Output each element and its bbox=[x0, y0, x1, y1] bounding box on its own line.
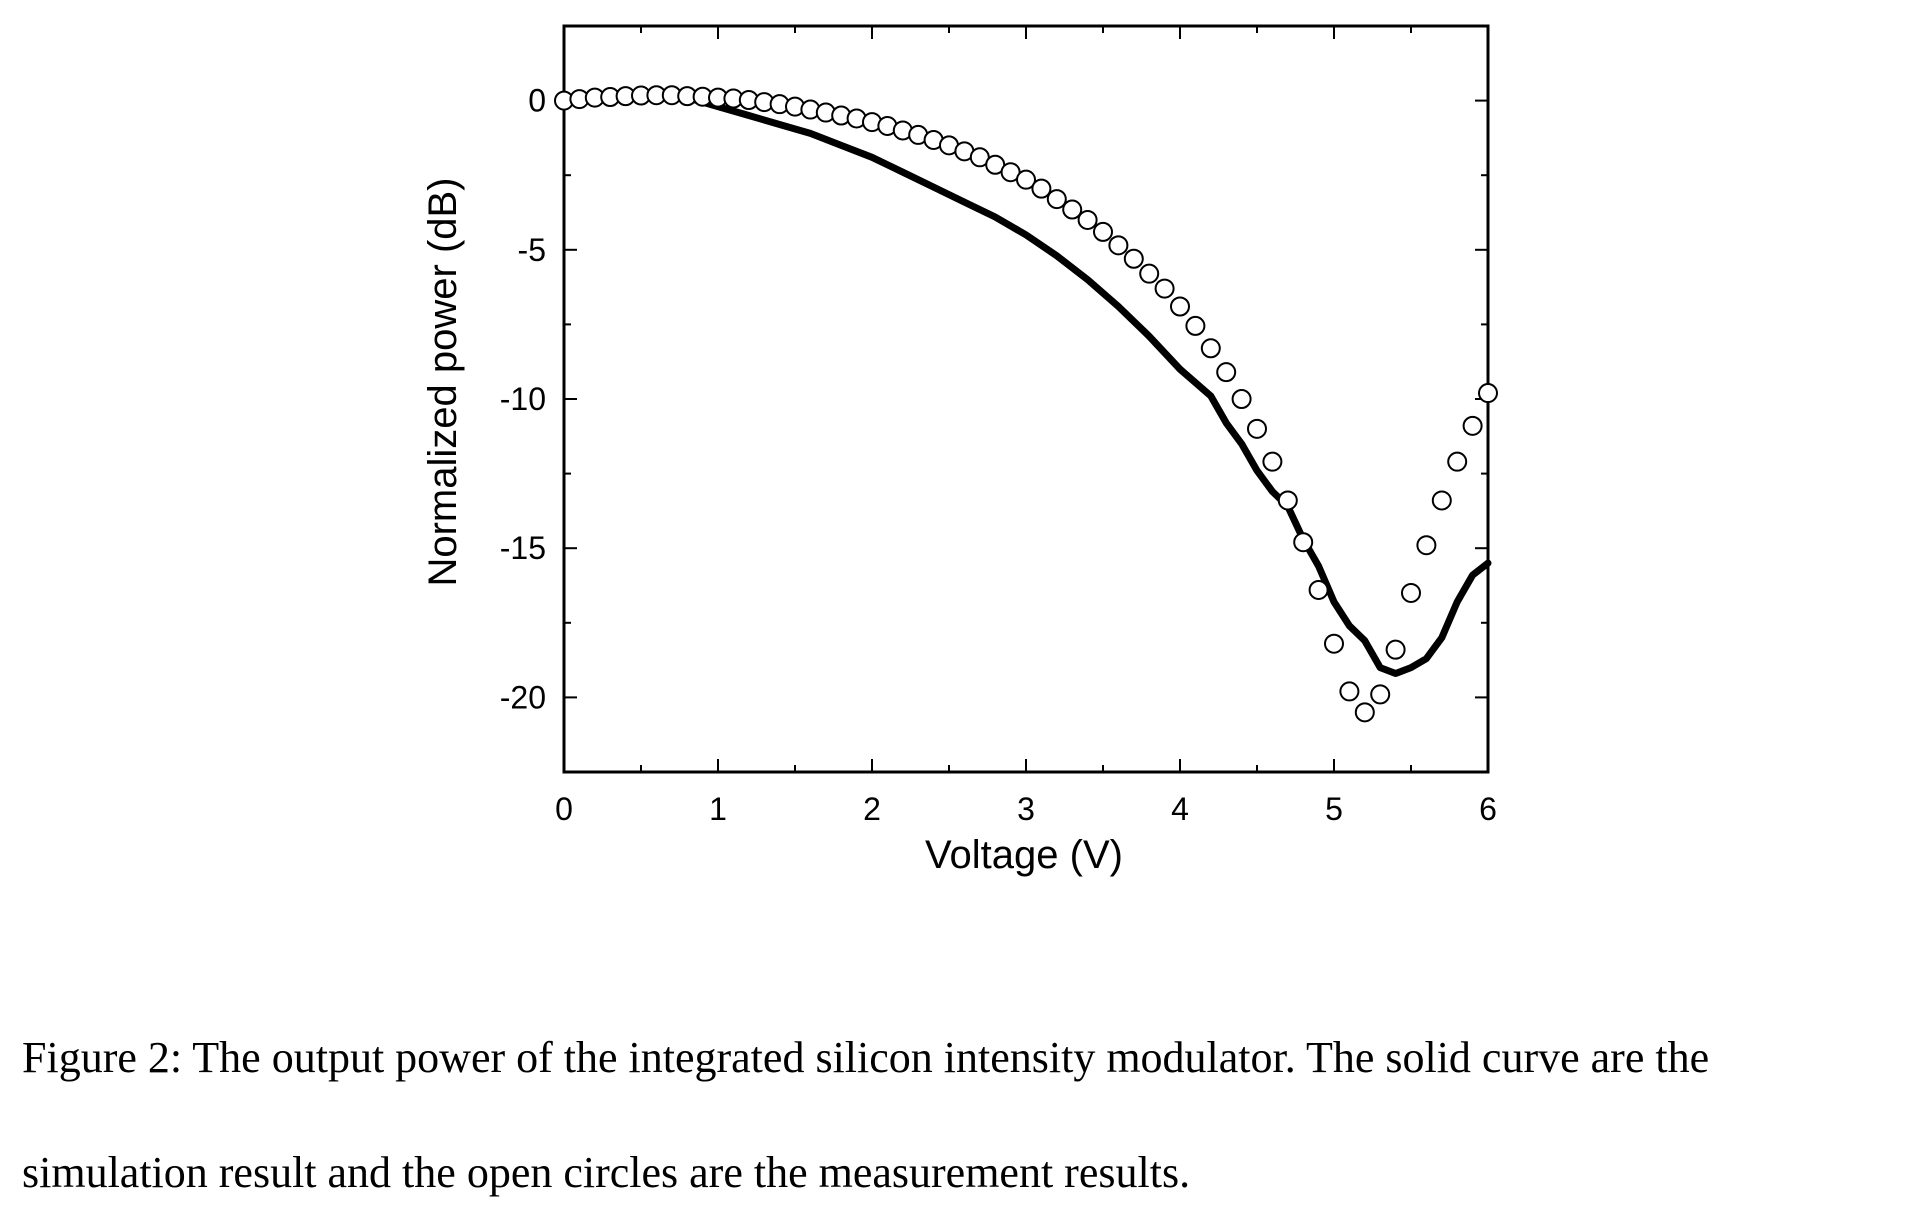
measurement-point bbox=[1139, 263, 1160, 284]
measurement-point bbox=[1339, 681, 1360, 702]
y-tick-label: -20 bbox=[500, 679, 546, 715]
measurement-point bbox=[1200, 338, 1221, 359]
axis-ticks bbox=[563, 26, 1489, 772]
caption-line-1: Figure 2: The output power of the integr… bbox=[22, 1033, 1710, 1082]
chart: 0 1 2 3 4 5 6 0 -5 -10 -15 -20 Voltage (V) Normali… bbox=[421, 24, 1498, 877]
x-tick-label: 4 bbox=[1171, 791, 1189, 827]
x-tick-label: 6 bbox=[1479, 791, 1497, 827]
x-tick-label: 0 bbox=[555, 791, 573, 827]
measurement-point bbox=[1123, 248, 1144, 269]
figure-caption: Figure 2: The output power of the integr… bbox=[22, 1000, 1902, 1230]
y-axis-label: Normalized power (dB) bbox=[421, 177, 465, 586]
x-tick-labels: 0 1 2 3 4 5 6 bbox=[555, 791, 1497, 827]
measurement-point bbox=[1077, 209, 1098, 230]
measurement-point bbox=[1370, 684, 1391, 705]
plot-frame bbox=[562, 24, 1490, 774]
measurement-point bbox=[1108, 235, 1129, 256]
simulation-curve bbox=[560, 91, 1492, 677]
measurement-point bbox=[1046, 189, 1067, 210]
measurement-point bbox=[1431, 490, 1452, 511]
caption-line-2: simulation result and the open circles a… bbox=[22, 1148, 1191, 1197]
y-tick-label: -10 bbox=[500, 381, 546, 417]
measurement-point bbox=[1247, 418, 1267, 439]
x-tick-label: 3 bbox=[1017, 791, 1035, 827]
measurement-point bbox=[1401, 582, 1421, 603]
measurement-point bbox=[1154, 278, 1175, 299]
y-tick-label: 0 bbox=[528, 83, 546, 119]
x-axis-label: Voltage (V) bbox=[925, 833, 1123, 877]
measurement-point bbox=[1262, 451, 1283, 472]
measurement-point bbox=[1170, 296, 1190, 317]
measurement-point bbox=[1308, 579, 1329, 600]
x-tick-label: 2 bbox=[863, 791, 881, 827]
measurement-point bbox=[1293, 532, 1314, 553]
y-tick-labels: 0 -5 -10 -15 -20 bbox=[500, 83, 546, 716]
measurement-point bbox=[1185, 315, 1206, 336]
measurement-point bbox=[1324, 633, 1344, 654]
measurement-point bbox=[1062, 199, 1083, 220]
measurement-point bbox=[1016, 169, 1036, 190]
x-tick-label: 5 bbox=[1325, 791, 1343, 827]
measurement-point bbox=[1216, 362, 1237, 383]
measurement-point bbox=[1277, 490, 1298, 511]
measurement-point bbox=[1354, 702, 1375, 723]
measurement-points bbox=[554, 85, 1498, 723]
measurement-point bbox=[1385, 639, 1406, 660]
measurement-point bbox=[1416, 535, 1437, 556]
x-tick-label: 1 bbox=[709, 791, 727, 827]
measurement-point bbox=[1231, 389, 1252, 409]
plot-area bbox=[562, 24, 1490, 774]
measurement-point bbox=[1462, 415, 1483, 436]
simulation-line bbox=[560, 91, 1492, 677]
measurement-point bbox=[1478, 383, 1498, 404]
measurement-point bbox=[1093, 221, 1113, 242]
measurement-point bbox=[1447, 451, 1468, 472]
y-tick-label: -5 bbox=[518, 232, 546, 268]
y-tick-label: -15 bbox=[500, 530, 546, 566]
measurement-point bbox=[1031, 178, 1052, 199]
